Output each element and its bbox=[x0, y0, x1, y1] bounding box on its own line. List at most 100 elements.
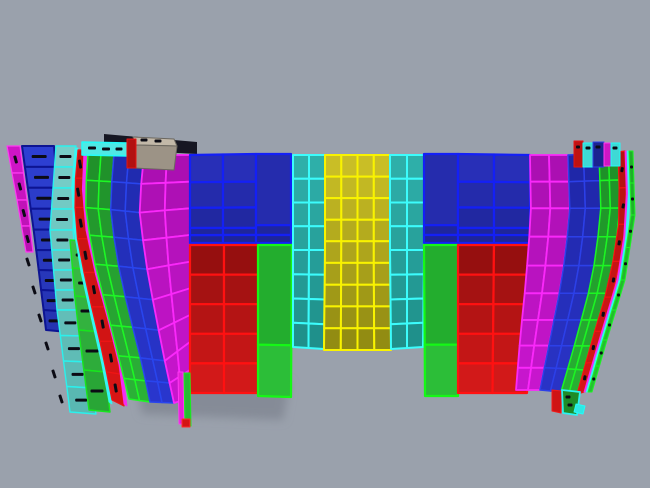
panel-grid-yellow-center-cell[interactable] bbox=[372, 154, 391, 178]
panel-col-cyan-left-cell[interactable] bbox=[292, 273, 310, 300]
panel-col-cyan-left-cell[interactable] bbox=[307, 322, 326, 350]
panel-grid-red-right-cell[interactable] bbox=[456, 243, 496, 276]
panel-col-cyan-left-cell[interactable] bbox=[292, 297, 310, 325]
panel-grid-red-left-cell[interactable] bbox=[188, 362, 226, 395]
panel-grid-yellow-center-cell[interactable] bbox=[372, 261, 392, 286]
panel-col-cyan-left-cell[interactable] bbox=[292, 154, 310, 180]
panel-col-cyan-right-cell[interactable] bbox=[406, 321, 425, 349]
panel-grid-yellow-center-cell[interactable] bbox=[340, 240, 359, 264]
panel-grid-yellow-center[interactable] bbox=[323, 154, 392, 351]
panel-col-cyan-left-cell[interactable] bbox=[308, 154, 326, 180]
panel-grid-yellow-center-cell[interactable] bbox=[323, 327, 342, 351]
tail-cyan-bottom-right[interactable] bbox=[573, 403, 586, 415]
panel-grid-yellow-center-cell[interactable] bbox=[373, 305, 392, 330]
panel-col-cyan-right-cell[interactable] bbox=[389, 273, 408, 301]
panel-grid-yellow-center-cell[interactable] bbox=[356, 218, 375, 243]
panel-band-blue-left-cell[interactable] bbox=[109, 181, 128, 212]
panel-col-magenta-left-cell[interactable] bbox=[138, 209, 168, 242]
panel-col-cyan-right-cell[interactable] bbox=[406, 297, 425, 325]
panel-grid-red-right-cell[interactable] bbox=[456, 303, 495, 335]
panel-block-blue-right-cell[interactable] bbox=[456, 180, 496, 209]
panel-col-cyan-right-cell[interactable] bbox=[389, 322, 408, 350]
panel-col-cyan-right-cell[interactable] bbox=[406, 225, 425, 251]
panel-grid-yellow-center-cell[interactable] bbox=[372, 175, 391, 200]
panel-band-green-right-cell[interactable] bbox=[599, 179, 612, 209]
panel-col-cyan-left-cell[interactable] bbox=[307, 298, 326, 326]
panel-grid-yellow-center-cell[interactable] bbox=[373, 327, 392, 351]
panel-col-magenta-right-cell[interactable] bbox=[548, 180, 571, 210]
panel-band-blue-left-cell[interactable] bbox=[124, 182, 142, 214]
panel-block-blue-left[interactable] bbox=[188, 152, 258, 245]
tab-red-bottom-right[interactable] bbox=[551, 389, 563, 414]
panel-grid-yellow-center-cell[interactable] bbox=[356, 327, 376, 351]
panel-grid-yellow-center-cell[interactable] bbox=[323, 261, 343, 286]
panel-grid-yellow-center-cell[interactable] bbox=[356, 283, 375, 308]
panel-grid-red-left-cell[interactable] bbox=[188, 332, 226, 365]
panel-col-magenta-left-cell[interactable] bbox=[163, 207, 191, 239]
panel-col-magenta-left-cell[interactable] bbox=[138, 181, 167, 214]
panel-block-blue-left-cell[interactable] bbox=[188, 206, 225, 230]
panel-col-blue-wide-right[interactable] bbox=[422, 152, 460, 245]
panel-col-blue-wide-right-cell[interactable] bbox=[422, 224, 460, 237]
panel-grid-yellow-center-cell[interactable] bbox=[323, 305, 342, 330]
panel-block-blue-left-cell[interactable] bbox=[221, 206, 258, 230]
panel-block-blue-left-cell[interactable] bbox=[221, 152, 258, 183]
panel-col-blue-wide-left-cell[interactable] bbox=[254, 152, 293, 227]
plate-strip-magenta-wedge[interactable] bbox=[6, 145, 34, 253]
panel-grid-red-right-cell[interactable] bbox=[456, 273, 495, 306]
panel-block-blue-right-cell[interactable] bbox=[456, 152, 496, 183]
panel-block-blue-left-cell[interactable] bbox=[188, 153, 225, 184]
panel-col-cyan-right-cell[interactable] bbox=[406, 201, 425, 228]
panel-band-blue-right-cell[interactable] bbox=[583, 179, 602, 209]
panel-band-green-left-cell[interactable] bbox=[97, 180, 113, 211]
panel-col-cyan-right-cell[interactable] bbox=[389, 225, 408, 251]
panel-grid-red-right-cell[interactable] bbox=[456, 362, 494, 395]
panel-col-magenta-right-cell[interactable] bbox=[548, 154, 570, 183]
tab-magenta-top-right[interactable] bbox=[603, 142, 612, 167]
panel-grid-red-left[interactable] bbox=[188, 243, 260, 395]
panel-grid-yellow-center-cell[interactable] bbox=[340, 218, 359, 243]
strip-magenta-bottom-left[interactable] bbox=[177, 371, 185, 425]
panel-grid-yellow-center-cell[interactable] bbox=[340, 283, 359, 308]
panel-col-cyan-left-cell[interactable] bbox=[292, 177, 310, 204]
panel-col-cyan-left-cell[interactable] bbox=[307, 273, 326, 301]
panel-grid-yellow-center-cell[interactable] bbox=[356, 240, 375, 264]
panel-col-green-left-cell[interactable] bbox=[256, 343, 293, 399]
dot-red-bottom-left[interactable] bbox=[181, 418, 191, 428]
panel-col-blue-wide-right-cell[interactable] bbox=[422, 152, 460, 227]
panel-col-blue-wide-left[interactable] bbox=[254, 152, 293, 245]
panel-col-cyan-right-cell[interactable] bbox=[406, 273, 425, 300]
panel-grid-yellow-center-cell[interactable] bbox=[372, 218, 391, 243]
panel-block-blue-left-cell[interactable] bbox=[221, 180, 258, 209]
panel-grid-yellow-center-cell[interactable] bbox=[324, 154, 343, 178]
panel-block-blue-right-cell[interactable] bbox=[492, 233, 532, 245]
panel-grid-yellow-center-cell[interactable] bbox=[372, 240, 392, 264]
panel-col-magenta-right-cell[interactable] bbox=[528, 207, 552, 238]
panel-col-magenta-left-cell[interactable] bbox=[163, 180, 191, 212]
panel-grid-yellow-center-cell[interactable] bbox=[372, 283, 392, 308]
panel-grid-yellow-center-cell[interactable] bbox=[340, 175, 359, 200]
tab-blue-top-right[interactable] bbox=[592, 141, 605, 168]
panel-band-green-right-cell[interactable] bbox=[608, 179, 621, 209]
panel-band-blue-right-cell[interactable] bbox=[568, 180, 587, 210]
panel-col-cyan-left-cell[interactable] bbox=[292, 225, 310, 251]
panel-grid-yellow-center-cell[interactable] bbox=[324, 218, 343, 243]
panel-grid-yellow-center-cell[interactable] bbox=[324, 197, 343, 221]
panel-col-cyan-left-cell[interactable] bbox=[292, 321, 310, 349]
panel-col-blue-wide-right-cell[interactable] bbox=[422, 233, 460, 245]
panel-col-cyan-left-cell[interactable] bbox=[308, 177, 326, 204]
panel-block-blue-left-cell[interactable] bbox=[221, 233, 258, 245]
panel-block-blue-right-cell[interactable] bbox=[492, 180, 532, 209]
panel-col-magenta-right[interactable] bbox=[515, 154, 571, 391]
panel-col-magenta-right-cell[interactable] bbox=[529, 154, 551, 183]
panel-grid-red-left-cell[interactable] bbox=[188, 243, 226, 276]
panel-grid-red-left-cell[interactable] bbox=[188, 303, 226, 335]
panel-grid-red-left-cell[interactable] bbox=[222, 273, 260, 306]
panel-grid-yellow-center-cell[interactable] bbox=[356, 175, 375, 200]
panel-grid-red-right-cell[interactable] bbox=[456, 332, 495, 365]
panel-col-green-right-cell[interactable] bbox=[422, 243, 460, 346]
panel-col-cyan-right-cell[interactable] bbox=[389, 154, 408, 180]
tab-red-top-left[interactable] bbox=[126, 138, 137, 169]
panel-grid-red-left-cell[interactable] bbox=[222, 303, 260, 335]
